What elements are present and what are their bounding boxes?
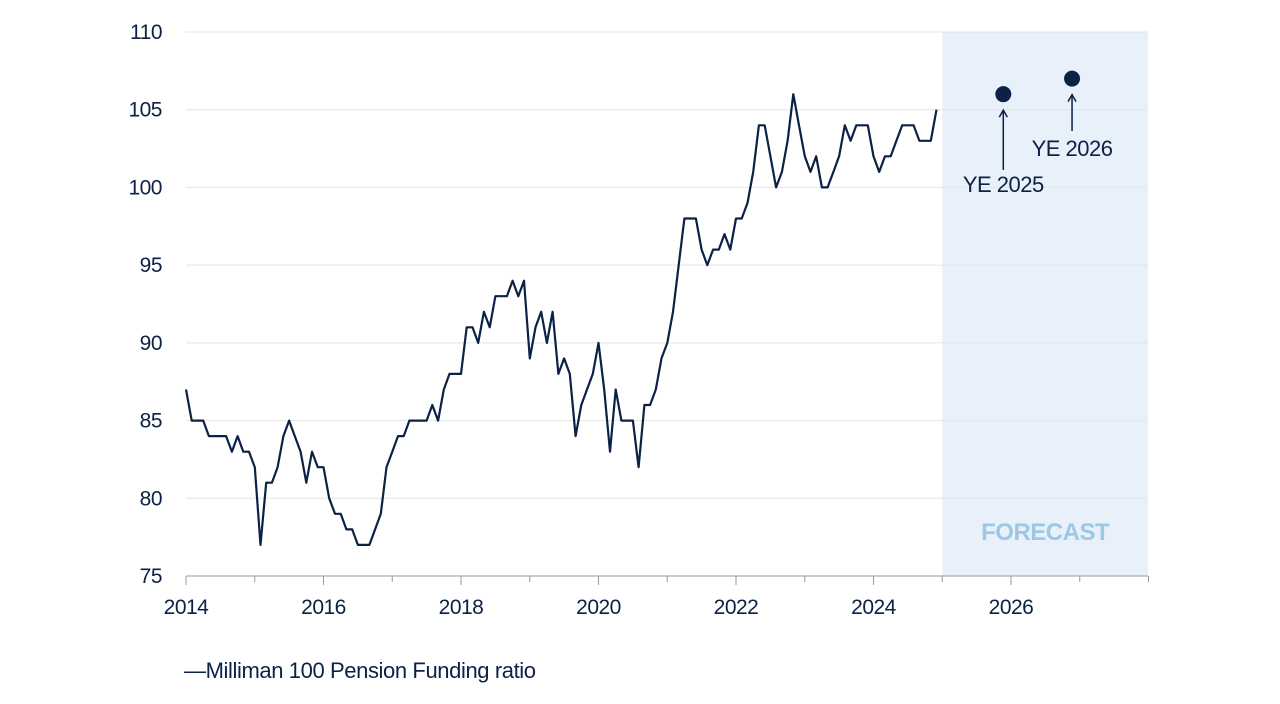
x-tick-label: 2024 — [851, 596, 897, 619]
x-tick-label: 2016 — [301, 596, 346, 619]
x-tick-labels-group: 2014 2016 2018 2020 2022 2024 2026 — [164, 596, 1034, 619]
x-tick-label: 2026 — [989, 596, 1034, 619]
x-tick-label: 2014 — [164, 596, 210, 619]
forecast-points-group: YE 2025 YE 2026 — [963, 70, 1113, 197]
y-tick-label: 110 — [130, 21, 162, 44]
series-line-funding-ratio — [184, 93, 938, 547]
y-tick-label: 105 — [128, 99, 162, 122]
y-tick-label: 90 — [140, 332, 162, 355]
y-tick-label: 75 — [140, 565, 162, 588]
x-axis-group — [185, 575, 1149, 585]
y-tick-label: 85 — [140, 410, 162, 433]
series-line-group — [184, 93, 938, 547]
forecast-point — [1064, 70, 1081, 87]
y-tick-label: 80 — [140, 487, 162, 510]
forecast-point-label: YE 2026 — [1032, 136, 1113, 161]
y-tick-labels-group: 75 80 85 90 95 100 105 110 — [128, 21, 162, 588]
legend: —Milliman 100 Pension Funding ratio — [184, 658, 536, 683]
x-tick-label: 2020 — [576, 596, 621, 619]
forecast-point — [995, 86, 1012, 103]
x-tick-label: 2018 — [439, 596, 484, 619]
forecast-arrow-head — [998, 108, 1008, 118]
y-tick-label: 100 — [128, 176, 162, 199]
forecast-label: FORECAST — [981, 519, 1110, 546]
x-tick-label: 2022 — [714, 596, 759, 619]
forecast-point-label: YE 2025 — [963, 172, 1044, 197]
forecast-shaded-region — [942, 32, 1148, 576]
forecast-arrow-head — [1067, 93, 1077, 103]
y-tick-label: 95 — [140, 254, 162, 277]
forecast-region-group: FORECAST — [942, 32, 1148, 576]
